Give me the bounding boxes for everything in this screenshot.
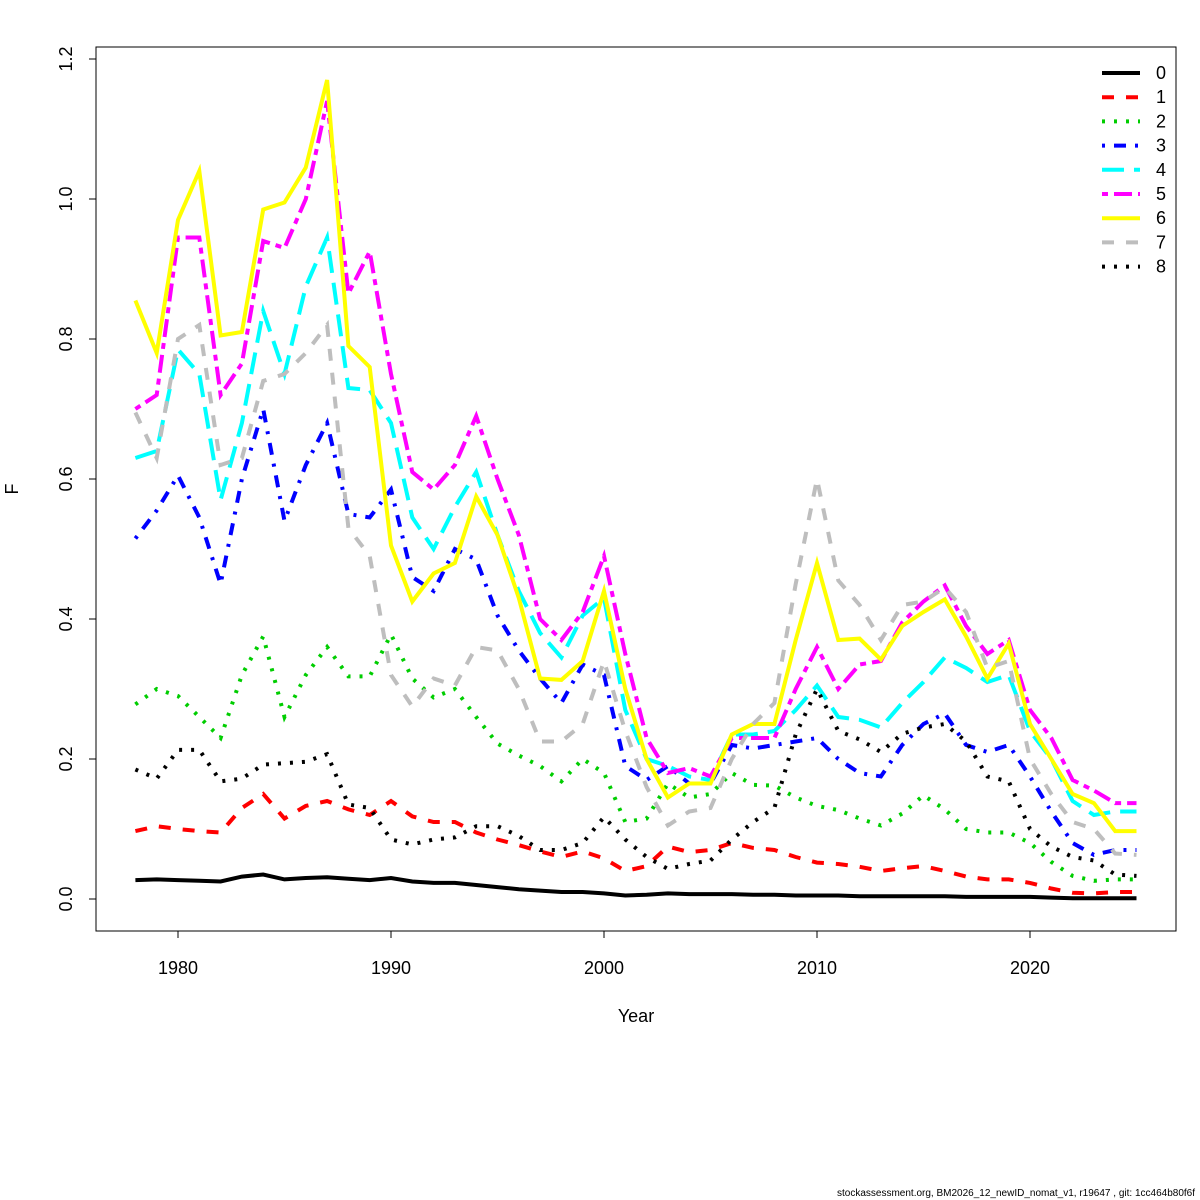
x-tick-label: 1980 (158, 958, 198, 978)
series-line-5 (134, 100, 1137, 806)
axes: 1980 1990 2000 2010 2020 0.0 0.2 0.4 0.6 0.8 1.0 1.… (56, 46, 1050, 978)
legend-label: 5 (1156, 184, 1166, 204)
y-tick-label: 0.8 (56, 326, 76, 351)
x-tick-label: 1990 (371, 958, 411, 978)
series-line-7 (133, 319, 1137, 857)
series-line-8 (134, 684, 1137, 878)
legend-label: 6 (1156, 208, 1166, 228)
x-tick-label: 2000 (584, 958, 624, 978)
x-tick-label: 2010 (797, 958, 837, 978)
legend-label: 4 (1156, 160, 1166, 180)
y-tick-label: 0.0 (56, 886, 76, 911)
x-tick-label: 2020 (1010, 958, 1050, 978)
legend-label: 0 (1156, 63, 1166, 83)
plot-frame (95, 46, 1177, 932)
series-line-1 (134, 791, 1137, 896)
legend: 0 1 2 3 4 5 6 7 8 (1102, 63, 1166, 277)
series-line-6 (133, 79, 1137, 834)
footer-text: stockassessment.org, BM2026_12_newID_nom… (837, 1188, 1195, 1199)
legend-label: 8 (1156, 257, 1166, 277)
y-tick-label: 0.2 (56, 746, 76, 771)
series-line-0 (135, 872, 1137, 901)
y-axis-label: F (2, 484, 22, 495)
series-line-4 (134, 230, 1137, 818)
x-axis-label: Year (618, 1006, 654, 1026)
legend-label: 2 (1156, 111, 1166, 131)
legend-label: 3 (1156, 136, 1166, 156)
series-lines (133, 79, 1137, 901)
y-tick-label: 1.0 (56, 186, 76, 211)
legend-label: 1 (1156, 87, 1166, 107)
series-line-3 (133, 408, 1137, 858)
y-tick-label: 0.6 (56, 466, 76, 491)
legend-label: 7 (1156, 232, 1166, 252)
y-tick-label: 0.4 (56, 606, 76, 631)
series-line-2 (134, 629, 1137, 883)
y-tick-label: 1.2 (56, 46, 76, 71)
